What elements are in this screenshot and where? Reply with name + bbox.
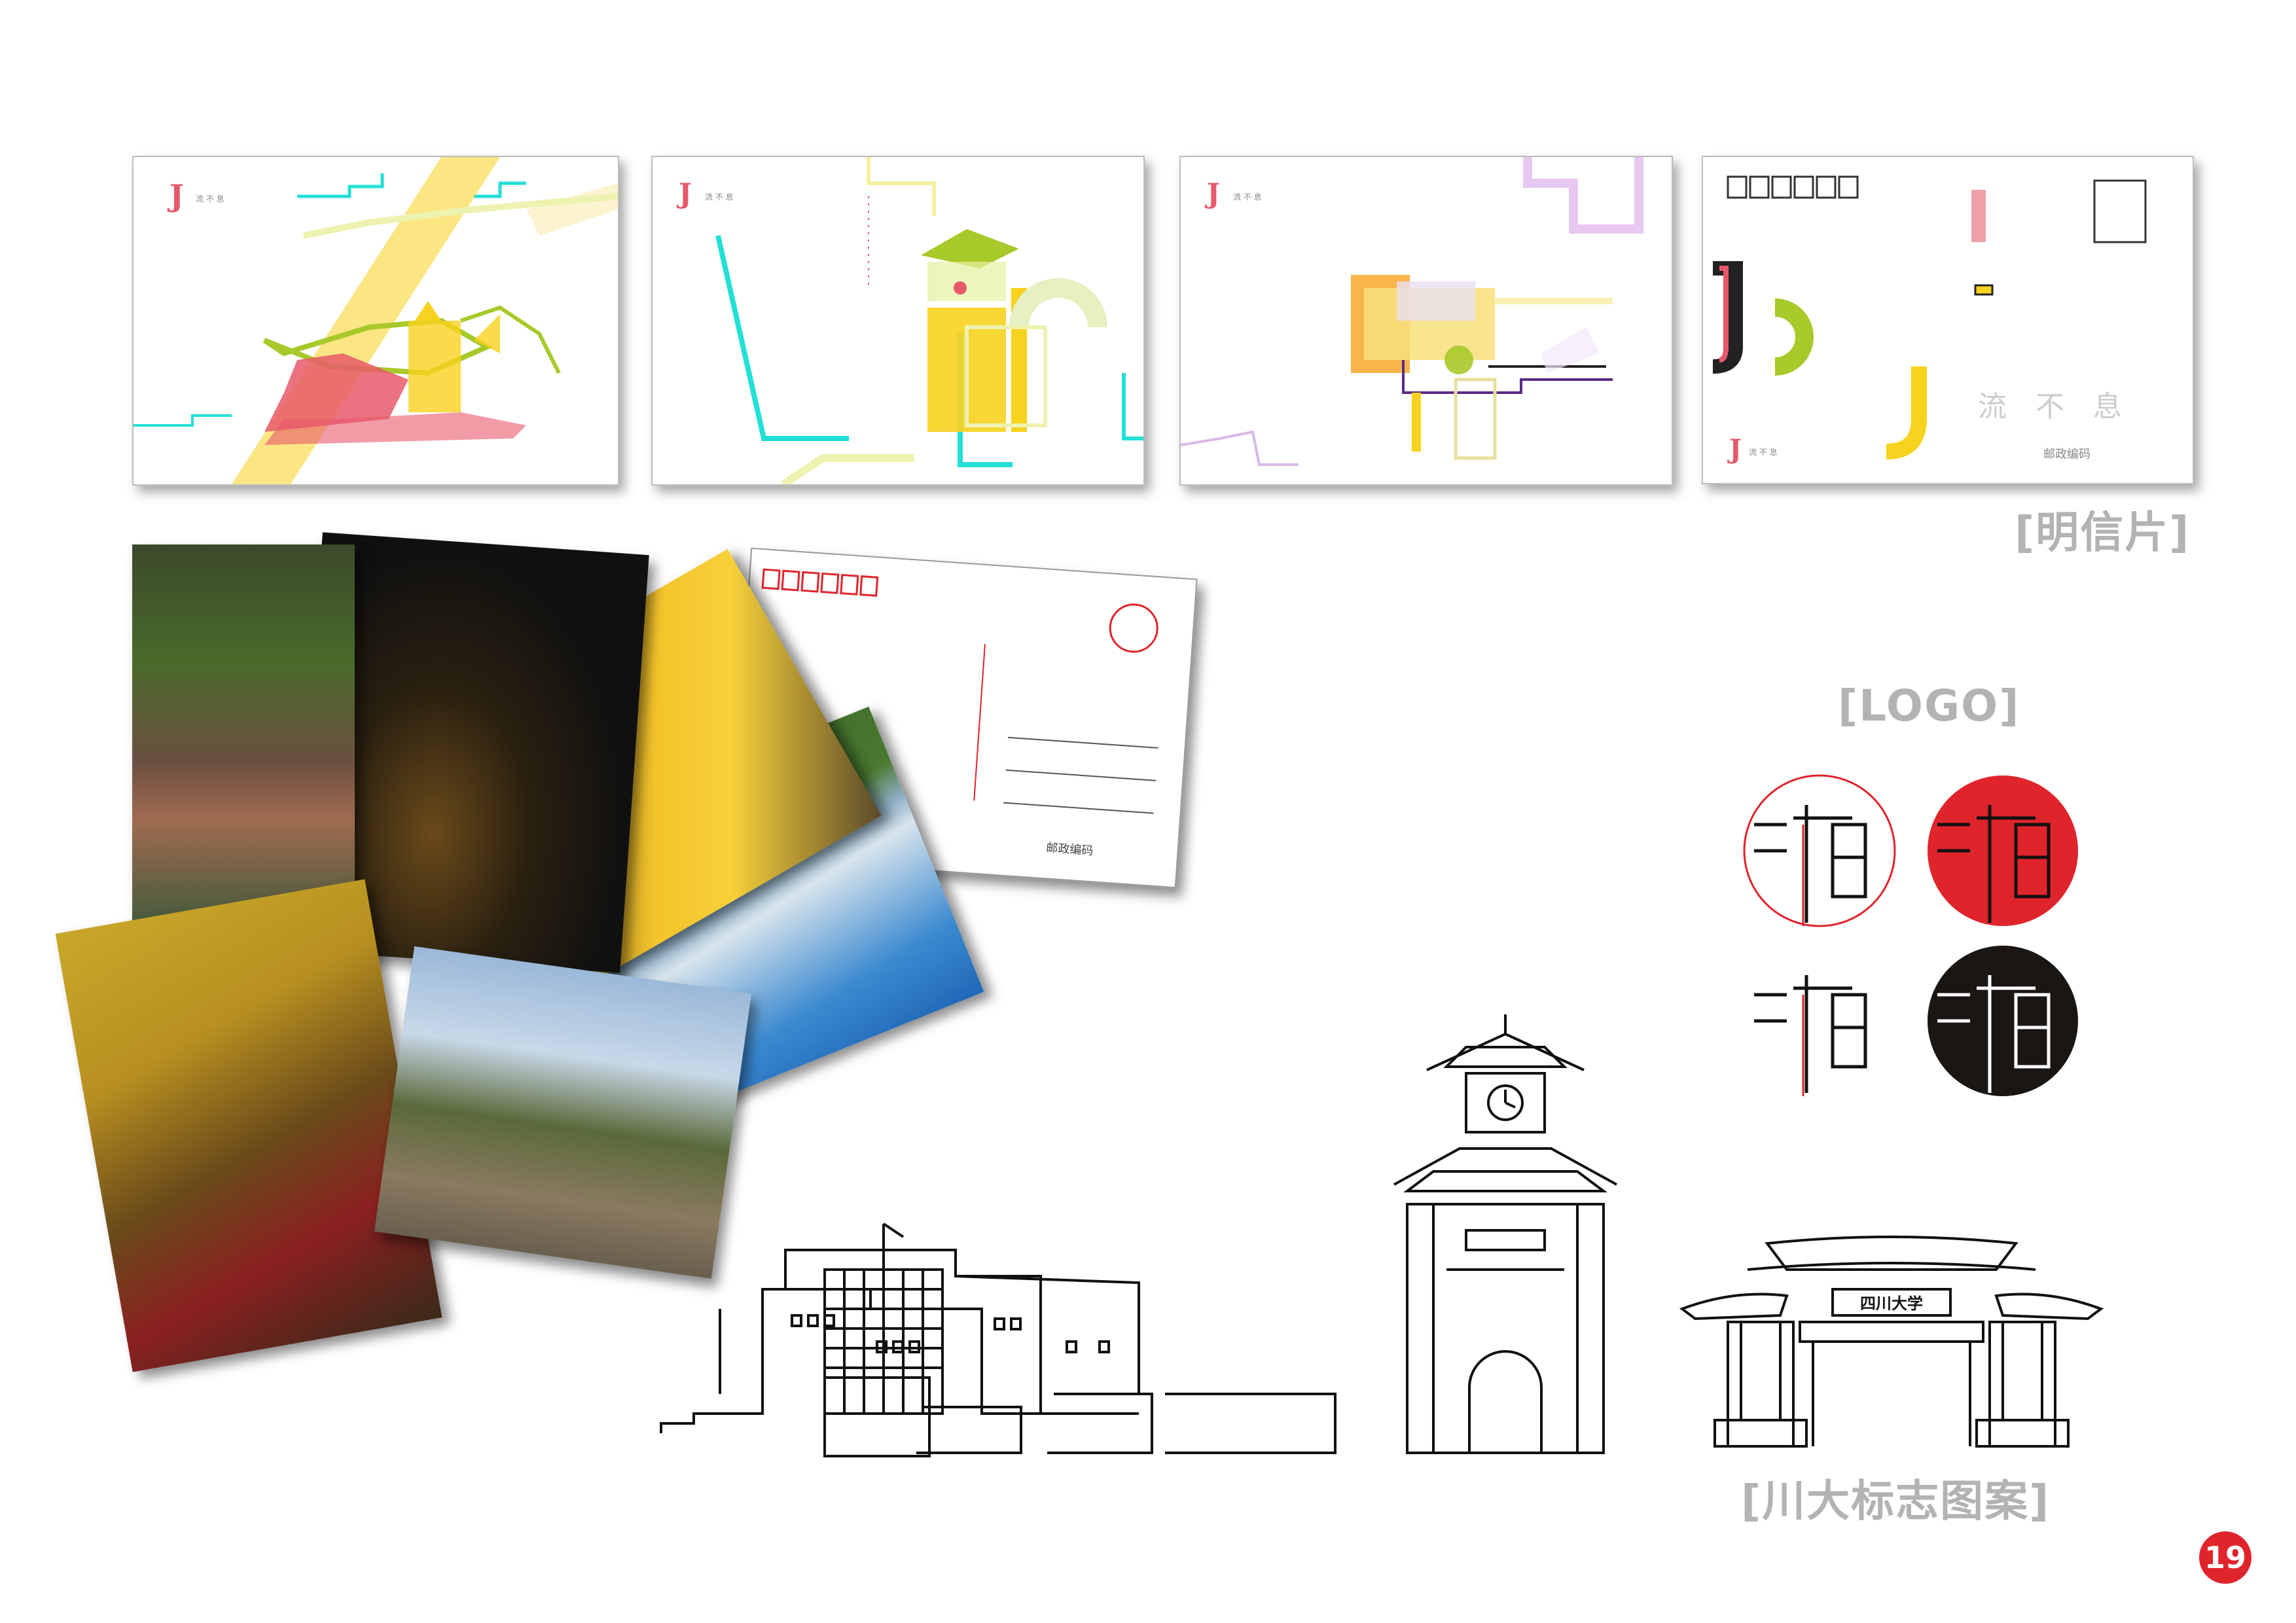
postcards-heading: [明信片]	[2015, 507, 2191, 558]
postcard-design-2: J 流 不 息	[651, 156, 1145, 486]
logo-plain	[1754, 975, 1867, 1096]
logo-black-circle	[1928, 946, 2078, 1096]
logo-outline-circle	[1743, 774, 1896, 927]
postcard-2-artwork: J 流 不 息	[676, 157, 1143, 484]
zip-code-boxes	[1727, 175, 1859, 199]
postcard-design-3: J 流 不 息	[1179, 156, 1673, 486]
svg-text:J: J	[676, 177, 692, 209]
back-mini-logo-text: 流 不 息	[1749, 448, 1778, 457]
logo-variants	[1743, 774, 2078, 1096]
stamp-box	[2093, 179, 2147, 243]
svg-text:J: J	[1204, 177, 1220, 209]
university-gate-line-drawing: 四川大学	[1679, 1236, 2104, 1448]
photo-back-sender-label: 邮政编码	[1045, 841, 1094, 859]
postcard-1-artwork: J 流 不 息	[134, 157, 618, 484]
photo-tree-avenue	[132, 544, 355, 937]
landmarks-heading: [川大标志图案]	[1741, 1476, 2051, 1526]
photo-postcard-back: 邮政编码	[729, 547, 1198, 889]
postcard-3-artwork: J 流 不 息	[1181, 157, 1643, 466]
svg-text:流 不 息: 流 不 息	[705, 192, 734, 202]
clock-tower-line-drawing	[1393, 1014, 1617, 1454]
logo-heading: [LOGO]	[1838, 681, 2020, 731]
library-line-drawing	[660, 1222, 1336, 1457]
back-big-text: 流 不 息	[1978, 390, 2122, 423]
back-sender-label: 邮政编码	[2043, 448, 2090, 461]
postcard-back-design: J 流 不 息 流 不 息 邮政编码	[1702, 156, 2194, 484]
logo-red-circle	[1928, 776, 2078, 926]
gate-plaque-text: 四川大学	[1860, 1294, 1923, 1313]
page-number-badge: 19	[2199, 1531, 2251, 1584]
postcard-back-artwork: J	[1712, 175, 2147, 465]
svg-text:J: J	[1727, 434, 1742, 465]
svg-text:流 不 息: 流 不 息	[1233, 192, 1262, 202]
mini-logo-mark: J	[167, 178, 184, 213]
postcard-design-1: J 流 不 息	[132, 156, 619, 486]
mini-logo-text: 流 不 息	[196, 194, 224, 204]
